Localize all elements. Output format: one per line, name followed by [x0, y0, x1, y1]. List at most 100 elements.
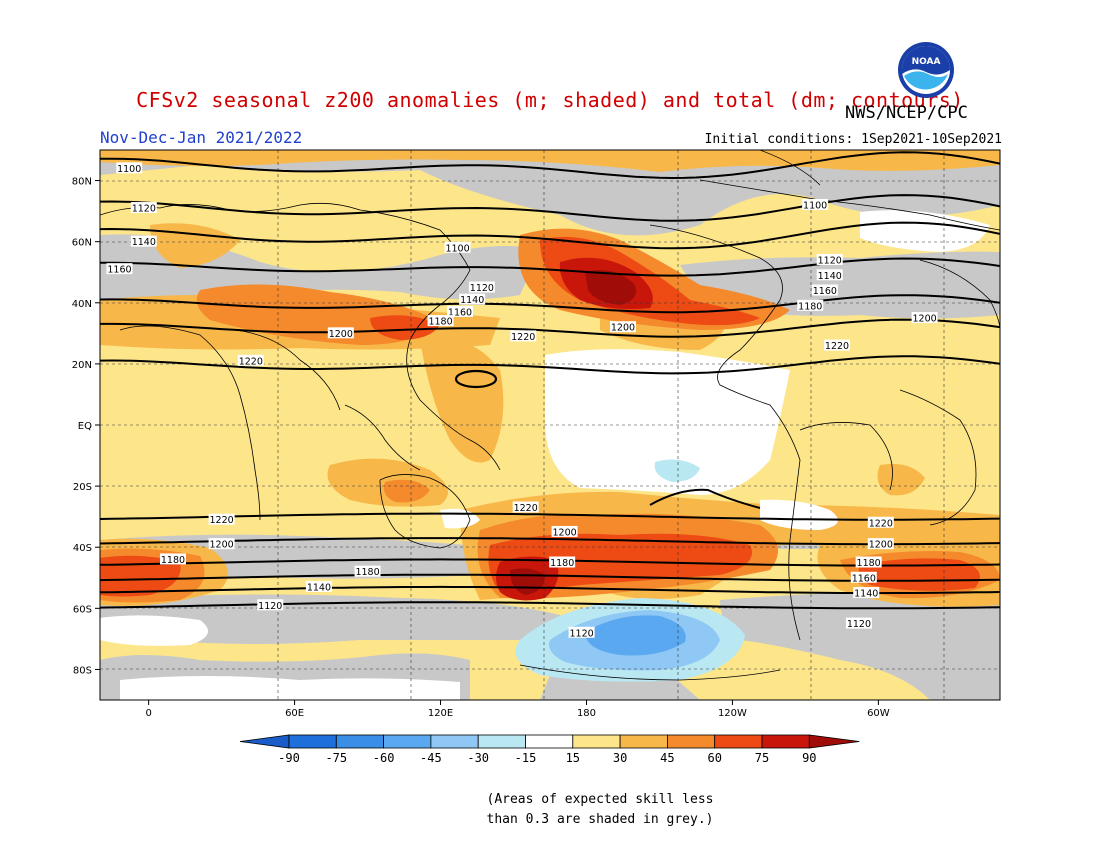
- lat-label: 20S: [73, 482, 92, 493]
- lon-label: 120E: [428, 708, 453, 719]
- contour-label: 1100: [444, 241, 471, 254]
- anomaly-white-near-zero: [100, 210, 990, 700]
- contour-label-bg: [512, 501, 539, 513]
- forecast-period: Nov-Dec-Jan 2021/2022: [100, 128, 303, 147]
- lat-label: 40N: [72, 299, 92, 310]
- contour-label-bg: [510, 330, 537, 342]
- contour-labels: 1100112011401160110011201140116011801200…: [106, 162, 938, 639]
- lon-label: 60E: [285, 708, 304, 719]
- contour-label-bg: [159, 553, 186, 565]
- contour-label-bg: [106, 263, 133, 275]
- contour-line-1140: [100, 585, 1000, 595]
- contour-label-text: 1160: [448, 307, 472, 318]
- contour-label-bg: [551, 525, 578, 537]
- contour-label-bg: [257, 599, 284, 611]
- contour-label-text: 1140: [460, 295, 484, 306]
- contour-label-bg: [816, 269, 843, 281]
- contour-label-text: 1220: [825, 341, 849, 352]
- contour-label: 1120: [257, 599, 284, 612]
- contour-label-bg: [811, 284, 838, 296]
- contour-label-text: 1120: [847, 619, 871, 630]
- contour-line-1120: [100, 601, 1000, 610]
- contour-line-1120: [100, 194, 1000, 222]
- contour-label: 1140: [853, 587, 880, 600]
- contour-label-text: 1200: [913, 314, 937, 325]
- org-label: NWS/NCEP/CPC: [845, 103, 968, 123]
- lat-label: 80N: [72, 177, 92, 188]
- lon-label: 180: [577, 708, 596, 719]
- contour-label: 1180: [159, 553, 186, 566]
- contour-line-1220: [100, 355, 1000, 375]
- contour-label: 1180: [797, 299, 824, 312]
- contour-label-bg: [305, 580, 332, 592]
- contour-label-text: 1140: [132, 237, 156, 248]
- contour-label: 1160: [850, 571, 877, 584]
- lon-label: 120W: [718, 708, 747, 719]
- contour-label-bg: [208, 513, 235, 525]
- contour-label-text: 1180: [161, 555, 185, 566]
- contour-label: 1220: [512, 501, 539, 514]
- contour-label-bg: [867, 516, 894, 528]
- contour-label-bg: [802, 199, 829, 210]
- initial-conditions: Initial conditions: 1Sep2021-10Sep2021: [704, 132, 1002, 147]
- contour-label-bg: [816, 254, 843, 265]
- contour-label-bg: [130, 202, 157, 214]
- contour-label-text: 1220: [511, 332, 535, 343]
- contour-label: 1120: [816, 254, 843, 267]
- noaa-logo-text: NOAA: [912, 57, 941, 67]
- lon-label: 0: [145, 708, 151, 719]
- contour-label-bg: [444, 241, 471, 253]
- contour-label: 1120: [130, 202, 157, 215]
- contour-label-text: 1120: [570, 628, 594, 639]
- contour-label-text: 1180: [857, 558, 881, 569]
- contour-label: 1160: [811, 284, 838, 297]
- noaa-logo: NOAA: [898, 42, 954, 98]
- contour-label: 1140: [459, 293, 486, 306]
- contour-label-text: 1120: [470, 283, 494, 294]
- contour-label-bg: [427, 315, 454, 327]
- contour-line-1220: [100, 512, 1000, 521]
- map-panel: 1100112011401160110011201140116011801200…: [100, 150, 1000, 700]
- contour-label-text: 1160: [813, 286, 837, 297]
- contour-label: 1220: [510, 330, 537, 343]
- contour-label-bg: [468, 281, 495, 293]
- contour-label-bg: [867, 538, 894, 550]
- contour-line-1140: [100, 221, 1000, 250]
- contour-label-text: 1220: [239, 356, 263, 367]
- contour-label: 1200: [867, 538, 894, 551]
- contour-label-text: 1220: [869, 518, 893, 529]
- contour-label-text: 1180: [798, 301, 822, 312]
- contour-label: 1120: [568, 626, 595, 639]
- contour-label-bg: [609, 321, 636, 333]
- contour-label-text: 1220: [210, 515, 234, 526]
- contour-label-bg: [797, 299, 824, 311]
- lat-label: 20N: [72, 360, 92, 371]
- contour-line-1200: [100, 537, 1000, 546]
- contour-label-bg: [116, 162, 143, 174]
- contour-label: 1220: [208, 513, 235, 526]
- contour-label-bg: [237, 354, 264, 366]
- contour-label-text: 1160: [852, 573, 876, 584]
- contour-label-bg: [855, 556, 882, 568]
- contour-label: 1200: [911, 312, 938, 325]
- contour-label: 1120: [468, 281, 495, 294]
- contour-label: 1100: [802, 199, 829, 212]
- contour-label: 1180: [855, 556, 882, 569]
- contour-label-text: 1200: [329, 329, 353, 340]
- contour-line-1100: [100, 151, 1000, 180]
- lat-label: EQ: [78, 421, 92, 432]
- contour-line-1160: [100, 573, 1000, 582]
- contour-label: 1180: [354, 565, 381, 578]
- contour-label: 1120: [845, 617, 872, 630]
- lat-label: 40S: [73, 543, 92, 554]
- contour-label-text: 1100: [117, 164, 141, 175]
- contour-label-bg: [327, 327, 354, 339]
- contour-label-bg: [853, 587, 880, 599]
- contour-label-bg: [354, 565, 381, 577]
- contour-label: 1200: [609, 321, 636, 334]
- contour-label-text: 1120: [132, 204, 156, 215]
- contour-label: 1140: [130, 235, 157, 248]
- contour-label-bg: [845, 617, 872, 629]
- contour-label-bg: [824, 339, 851, 351]
